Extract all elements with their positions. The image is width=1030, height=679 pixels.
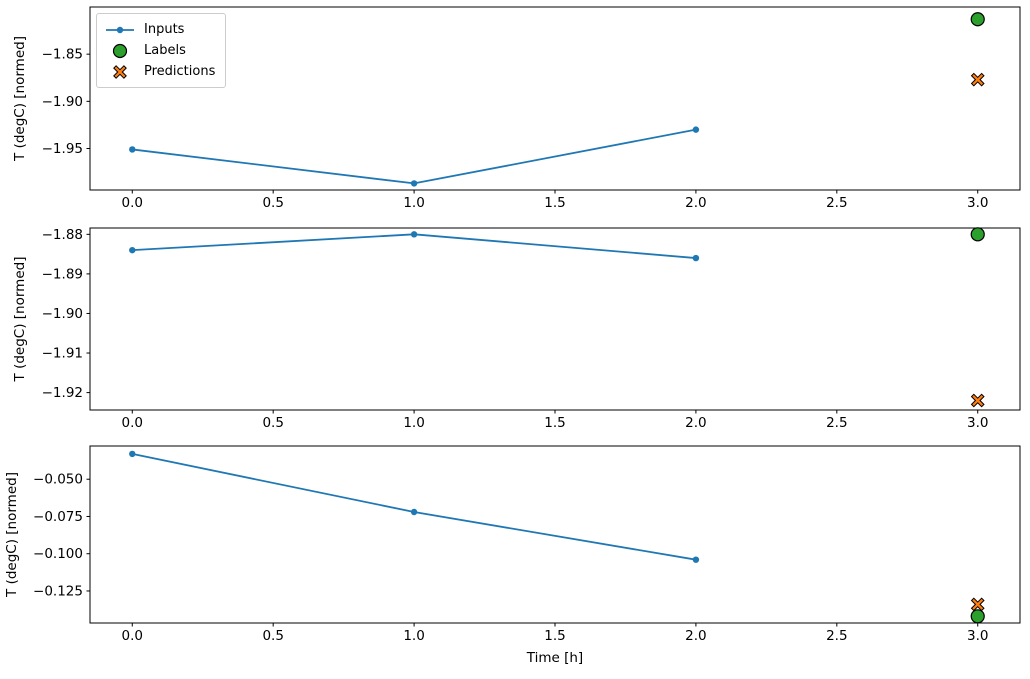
inputs-point xyxy=(129,450,136,458)
x-axis-label: Time [h] xyxy=(526,650,583,666)
x-tick-label: 1.0 xyxy=(403,195,424,211)
x-tick-label: 2.5 xyxy=(826,415,847,431)
x-tick-label: 1.5 xyxy=(544,415,565,431)
x-tick-label: 2.0 xyxy=(685,195,706,211)
legend-label-labels: Labels xyxy=(144,43,186,58)
x-tick-label: 0.0 xyxy=(122,415,143,431)
x-tick-label: 1.0 xyxy=(403,415,424,431)
x-tick-label: 2.5 xyxy=(826,628,847,644)
x-tick-label: 0.0 xyxy=(122,195,143,211)
legend-x xyxy=(113,64,127,79)
prediction-marker xyxy=(970,597,985,612)
inputs-line xyxy=(132,453,697,561)
prediction-marker xyxy=(970,72,985,87)
legend-label-predictions: Predictions xyxy=(144,64,216,79)
y-tick-label: −1.90 xyxy=(42,306,83,322)
inputs-point xyxy=(410,180,418,187)
inputs-point xyxy=(410,508,418,516)
x-tick-label: 2.0 xyxy=(685,628,706,644)
inputs-point xyxy=(410,231,418,238)
y-tick-label: −0.100 xyxy=(33,546,83,562)
prediction-marker xyxy=(970,393,985,408)
legend: Inputs Labels Predictions xyxy=(96,13,227,88)
legend-dot xyxy=(116,26,124,33)
x-tick-label: 1.5 xyxy=(544,628,565,644)
inputs-point xyxy=(692,556,700,563)
label-marker xyxy=(970,609,985,624)
y-axis-label: T (degC) [normed] xyxy=(12,36,28,162)
x-tick-label: 1.0 xyxy=(403,628,424,644)
predictions-x-icon xyxy=(104,64,136,80)
label-marker xyxy=(970,227,985,242)
inputs-point xyxy=(692,254,700,262)
line-dot-glyph xyxy=(106,26,134,33)
x-tick-label: 3.0 xyxy=(967,415,988,431)
y-tick-label: −1.95 xyxy=(42,141,83,157)
inputs-point xyxy=(129,146,136,153)
circle-glyph xyxy=(112,43,128,58)
x-tick-label: 0.5 xyxy=(262,195,283,211)
x-tick-label: 0.5 xyxy=(262,415,283,431)
subplot-2: −1.88 −1.89 −1.90 −1.91 −1.92 0.0 0.5 1.0 1.5 2.0… xyxy=(12,227,1021,431)
legend-item-inputs: Inputs xyxy=(104,19,215,40)
inputs-point xyxy=(692,126,700,133)
axes-box xyxy=(89,445,1021,624)
label-marker xyxy=(970,12,985,27)
labels-circle-icon xyxy=(104,43,136,59)
legend-item-predictions: Predictions xyxy=(104,61,215,82)
y-tick-label: −1.85 xyxy=(42,47,83,63)
y-axis-label: T (degC) [normed] xyxy=(12,257,28,383)
axes-box xyxy=(89,6,1021,191)
y-tick-label: −1.92 xyxy=(42,385,83,401)
y-tick-label: −1.91 xyxy=(42,346,83,362)
x-tick-label: 3.0 xyxy=(967,195,988,211)
subplot-3: −0.050 −0.075 −0.100 −0.125 0.0 0.5 1.0 1.5 2.0 2… xyxy=(4,445,1021,666)
x-tick-label: 2.5 xyxy=(826,195,847,211)
x-tick-label: 2.0 xyxy=(685,415,706,431)
legend-item-labels: Labels xyxy=(104,40,215,61)
axes-box xyxy=(89,227,1021,411)
x-glyph xyxy=(113,64,127,79)
y-tick-label: −0.125 xyxy=(33,583,83,599)
legend-circle xyxy=(112,43,128,58)
y-tick-label: −1.89 xyxy=(42,266,83,282)
y-tick-label: −0.075 xyxy=(33,509,83,525)
inputs-point xyxy=(129,246,136,254)
subplot-1: −1.85 −1.90 −1.95 0.0 0.5 1.0 1.5 2.0 2.5 3.0 T (d… xyxy=(12,6,1021,211)
inputs-line xyxy=(132,233,696,259)
x-tick-label: 0.5 xyxy=(262,628,283,644)
y-tick-label: −0.050 xyxy=(33,472,83,488)
x-tick-label: 1.5 xyxy=(544,195,565,211)
y-tick-label: −1.88 xyxy=(42,227,83,243)
inputs-line xyxy=(132,128,697,185)
y-axis-label: T (degC) [normed] xyxy=(4,472,20,598)
x-tick-label: 0.0 xyxy=(122,628,143,644)
x-tick-label: 3.0 xyxy=(967,628,988,644)
legend-label-inputs: Inputs xyxy=(144,22,185,37)
inputs-line-icon xyxy=(104,22,136,38)
y-tick-label: −1.90 xyxy=(42,94,83,110)
